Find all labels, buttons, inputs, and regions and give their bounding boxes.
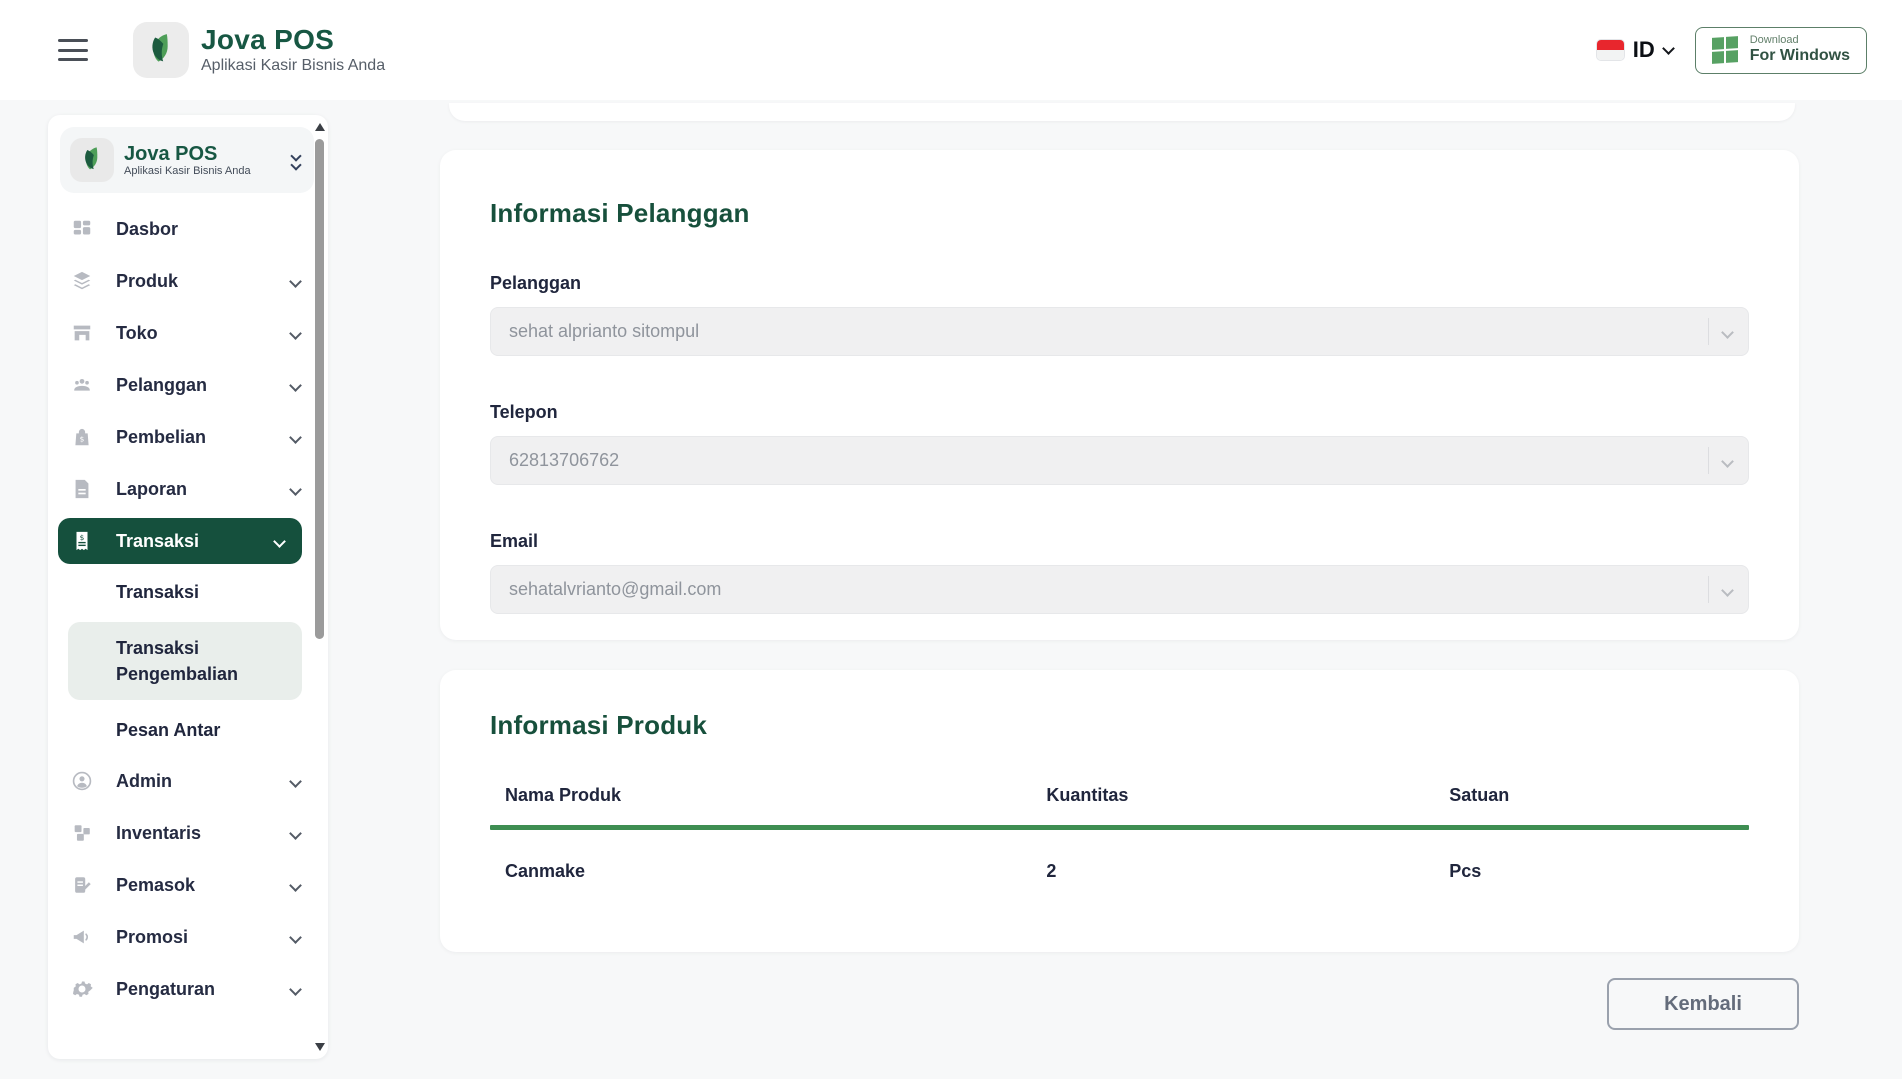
sidebar-item-admin[interactable]: Admin bbox=[48, 755, 328, 807]
svg-text:$: $ bbox=[80, 435, 85, 444]
download-windows-button[interactable]: Download For Windows bbox=[1694, 26, 1867, 74]
scrollbar-thumb[interactable] bbox=[315, 139, 324, 639]
chevron-down-icon bbox=[289, 378, 302, 392]
chevron-down-icon bbox=[289, 878, 302, 892]
chevron-down-icon bbox=[273, 534, 286, 548]
phone-label: Telepon bbox=[490, 402, 558, 422]
product-info-card: Informasi Produk Nama Produk Kuantitas S… bbox=[440, 670, 1799, 952]
indonesia-flag-icon bbox=[1596, 40, 1624, 60]
chevron-down-icon bbox=[1721, 326, 1734, 339]
sidebar-collapse-icon[interactable] bbox=[290, 149, 302, 171]
promo-megaphone-icon bbox=[70, 925, 94, 949]
language-selector[interactable]: ID bbox=[1596, 37, 1675, 63]
report-document-icon bbox=[70, 477, 94, 501]
chevron-down-icon bbox=[1721, 584, 1734, 597]
chevron-down-icon bbox=[289, 826, 302, 840]
chevron-down-icon bbox=[289, 430, 302, 444]
sidebar-item-laporan[interactable]: Laporan bbox=[48, 463, 328, 515]
customer-field: Pelanggan sehat alprianto sitompul bbox=[490, 273, 1749, 356]
chevron-down-icon bbox=[289, 774, 302, 788]
customer-label: Pelanggan bbox=[490, 273, 582, 293]
hamburger-menu-icon[interactable] bbox=[58, 39, 88, 61]
email-select[interactable]: sehatalvrianto@gmail.com bbox=[490, 565, 1749, 614]
chevron-down-icon bbox=[1721, 455, 1734, 468]
col-satuan: Satuan bbox=[1449, 785, 1510, 805]
sidebar-item-produk[interactable]: Produk bbox=[48, 255, 328, 307]
inventory-boxes-icon bbox=[70, 821, 94, 845]
supplier-clipboard-icon bbox=[70, 873, 94, 897]
brand-name: Jova POS bbox=[201, 24, 335, 56]
scroll-down-icon[interactable] bbox=[315, 1043, 325, 1051]
purchase-bag-icon: $ bbox=[70, 425, 94, 449]
sidebar-item-toko[interactable]: Toko bbox=[48, 307, 328, 359]
cell-quantity: 2 bbox=[1046, 861, 1057, 881]
back-button[interactable]: Kembali bbox=[1607, 978, 1799, 1030]
sidebar-item-pelanggan[interactable]: Pelanggan bbox=[48, 359, 328, 411]
top-header: Jova POS Aplikasi Kasir Bisnis Anda ID D… bbox=[0, 0, 1902, 100]
scroll-up-icon[interactable] bbox=[315, 123, 325, 131]
jova-pos-logo-icon bbox=[133, 22, 189, 78]
sidebar-item-pembelian[interactable]: $ Pembelian bbox=[48, 411, 328, 463]
svg-text:$: $ bbox=[80, 533, 85, 542]
sidebar-brand-tagline: Aplikasi Kasir Bisnis Anda bbox=[124, 165, 251, 177]
brand-tagline: Aplikasi Kasir Bisnis Anda bbox=[201, 56, 386, 74]
settings-gear-icon bbox=[70, 977, 94, 1001]
chevron-down-icon bbox=[289, 274, 302, 288]
cell-product-name: Canmake bbox=[505, 861, 586, 881]
dashboard-icon bbox=[70, 217, 94, 241]
sidebar-item-promosi[interactable]: Promosi bbox=[48, 911, 328, 963]
jova-pos-logo-icon bbox=[70, 138, 114, 182]
sidebar-item-inventaris[interactable]: Inventaris bbox=[48, 807, 328, 859]
sidebar-subitem-transaksi[interactable]: Transaksi bbox=[116, 581, 200, 602]
header-brand: Jova POS Aplikasi Kasir Bisnis Anda bbox=[133, 22, 385, 78]
sidebar-item-pengaturan[interactable]: Pengaturan bbox=[48, 963, 328, 1015]
col-nama-produk: Nama Produk bbox=[505, 785, 622, 805]
table-row: Canmake 2 Pcs bbox=[490, 830, 1749, 882]
sidebar-item-pemasok[interactable]: Pemasok bbox=[48, 859, 328, 911]
sidebar: Jova POS Aplikasi Kasir Bisnis Anda Dasb… bbox=[48, 115, 328, 1059]
col-kuantitas: Kuantitas bbox=[1046, 785, 1129, 805]
phone-select[interactable]: 62813706762 bbox=[490, 436, 1749, 485]
email-label: Email bbox=[490, 531, 539, 551]
language-code: ID bbox=[1632, 37, 1655, 62]
product-card-title: Informasi Produk bbox=[490, 710, 708, 740]
store-icon bbox=[70, 321, 94, 345]
customer-info-card: Informasi Pelanggan Pelanggan sehat alpr… bbox=[440, 150, 1799, 640]
main-content: Informasi Pelanggan Pelanggan sehat alpr… bbox=[440, 0, 1799, 1079]
cell-unit: Pcs bbox=[1449, 861, 1482, 881]
transaction-receipt-icon: $ bbox=[70, 529, 94, 553]
sidebar-scrollbar[interactable] bbox=[313, 117, 327, 1057]
chevron-down-icon bbox=[289, 930, 302, 944]
download-label: Download bbox=[1749, 34, 1799, 47]
windows-logo-icon bbox=[1711, 36, 1738, 64]
customers-icon bbox=[70, 373, 94, 397]
sidebar-item-transaksi[interactable]: $ Transaksi bbox=[58, 518, 302, 564]
chevron-down-icon bbox=[1661, 41, 1675, 55]
product-icon bbox=[70, 269, 94, 293]
sidebar-brand-name: Jova POS bbox=[124, 143, 218, 165]
sidebar-brand-card: Jova POS Aplikasi Kasir Bisnis Anda bbox=[60, 127, 314, 193]
table-header-rule bbox=[490, 825, 1749, 830]
customer-card-title: Informasi Pelanggan bbox=[490, 198, 750, 228]
admin-user-icon bbox=[70, 769, 94, 793]
sidebar-subitem-transaksi-pengembalian[interactable]: Transaksi Pengembalian bbox=[68, 622, 302, 701]
customer-select[interactable]: sehat alprianto sitompul bbox=[490, 307, 1749, 356]
sidebar-subitem-pesan-antar[interactable]: Pesan Antar bbox=[116, 719, 221, 740]
product-table-header: Nama Produk Kuantitas Satuan bbox=[490, 785, 1749, 806]
sidebar-item-dasbor[interactable]: Dasbor bbox=[48, 203, 328, 255]
previous-card-bottom bbox=[449, 103, 1795, 121]
phone-field: Telepon 62813706762 bbox=[490, 402, 1749, 485]
chevron-down-icon bbox=[289, 982, 302, 996]
product-table: Nama Produk Kuantitas Satuan Canmake 2 P… bbox=[490, 785, 1749, 882]
download-platform: For Windows bbox=[1749, 47, 1850, 65]
chevron-down-icon bbox=[289, 326, 302, 340]
chevron-down-icon bbox=[289, 482, 302, 496]
email-field: Email sehatalvrianto@gmail.com bbox=[490, 531, 1749, 614]
